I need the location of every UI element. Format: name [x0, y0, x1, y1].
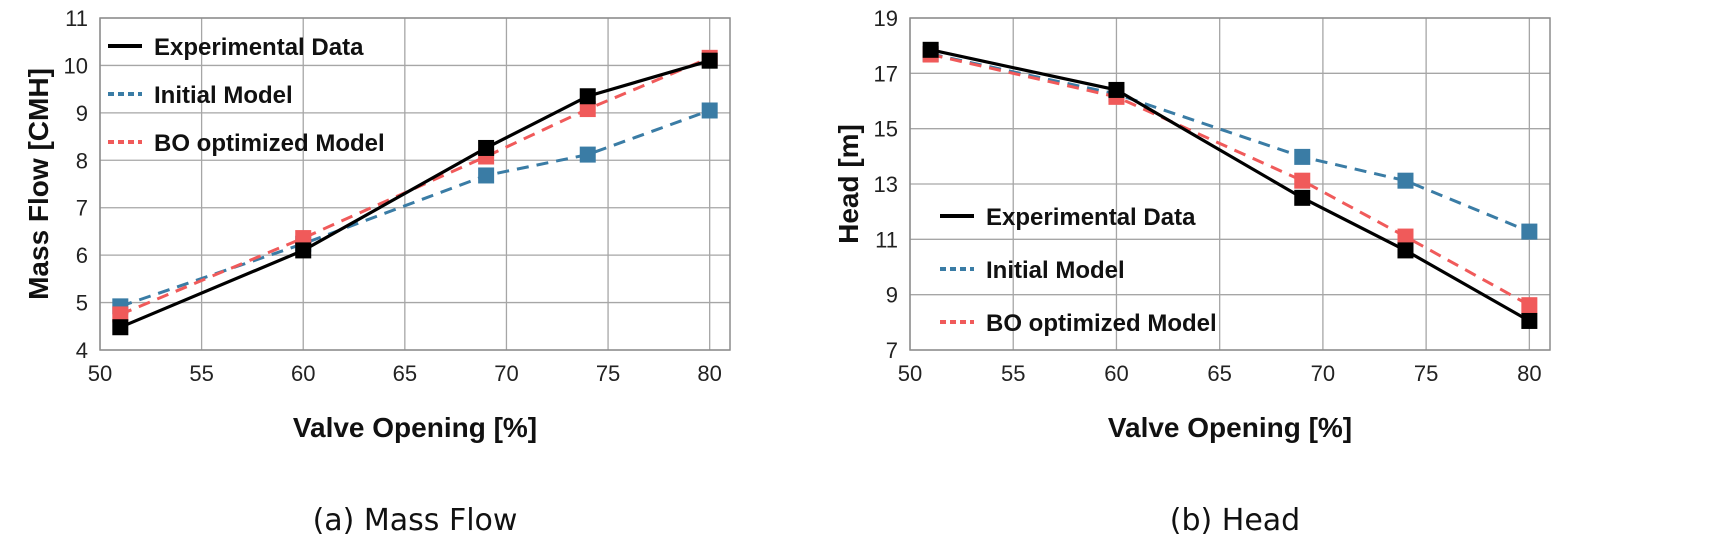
legend-label: BO optimized Model: [154, 130, 385, 157]
y-tick-label: 15: [874, 117, 898, 142]
legend-label: Initial Model: [986, 257, 1125, 284]
y-tick-label: 7: [886, 338, 898, 363]
marker-initial: [701, 102, 718, 119]
marker-initial: [579, 146, 596, 163]
legend-label: Initial Model: [154, 82, 293, 109]
x-tick-label: 80: [1517, 361, 1541, 386]
caption: (b) Head: [1170, 503, 1300, 538]
x-tick-label: 65: [393, 361, 417, 386]
legend-label: Experimental Data: [154, 34, 364, 61]
caption: (a) Mass Flow: [313, 503, 518, 538]
marker-experimental: [922, 41, 939, 58]
marker-experimental: [1521, 312, 1538, 329]
marker-experimental: [1397, 242, 1414, 259]
x-axis-title: Valve Opening [%]: [293, 412, 537, 443]
marker-bo: [295, 230, 312, 247]
legend-label: BO optimized Model: [986, 310, 1217, 337]
marker-initial: [1521, 223, 1538, 240]
marker-experimental: [579, 88, 596, 105]
plot-frame: [99, 17, 731, 351]
y-tick-label: 13: [874, 172, 898, 197]
x-tick-label: 50: [88, 361, 112, 386]
marker-experimental: [701, 52, 718, 69]
marker-experimental: [112, 319, 129, 336]
x-tick-label: 60: [1104, 361, 1128, 386]
y-tick-label: 4: [76, 338, 88, 363]
marker-experimental: [295, 242, 312, 259]
marker-bo: [1294, 172, 1311, 189]
y-tick-label: 6: [76, 243, 88, 268]
x-tick-label: 55: [1001, 361, 1025, 386]
y-tick-label: 8: [76, 148, 88, 173]
y-tick-label: 10: [64, 53, 88, 78]
series-line-bo: [930, 53, 1531, 307]
x-tick-label: 70: [494, 361, 518, 386]
chart-head: 50 55 60 65 70 75 80 7 9 11 13 15 17 19 Valve Opening…: [833, 6, 1551, 538]
marker-experimental: [1108, 81, 1125, 98]
y-tick-label: 19: [874, 6, 898, 31]
marker-initial: [478, 167, 495, 184]
chart-mass-flow: 50 55 60 65 70 75 80 4 5 6 7 8 9 10 11 Valve Opening […: [23, 6, 731, 538]
y-axis-title: Mass Flow [CMH]: [23, 68, 54, 300]
x-tick-label: 75: [1414, 361, 1438, 386]
marker-initial: [1397, 172, 1414, 189]
y-tick-label: 7: [76, 196, 88, 221]
y-tick-label: 5: [76, 291, 88, 316]
x-axis-title: Valve Opening [%]: [1108, 412, 1352, 443]
marker-initial: [1294, 148, 1311, 165]
marker-experimental: [1294, 189, 1311, 206]
plot-frame: [909, 17, 1551, 351]
marker-bo: [1397, 228, 1414, 245]
x-tick-label: 65: [1207, 361, 1231, 386]
x-tick-label: 50: [898, 361, 922, 386]
legend: Experimental Data Initial Model BO optimiz…: [108, 34, 385, 157]
y-tick-label: 17: [874, 61, 898, 86]
x-tick-label: 75: [596, 361, 620, 386]
y-tick-label: 11: [65, 6, 88, 31]
x-tick-label: 80: [697, 361, 721, 386]
x-tick-label: 70: [1311, 361, 1335, 386]
legend: Experimental Data Initial Model BO optimiz…: [940, 204, 1217, 337]
y-tick-label: 11: [875, 227, 898, 252]
marker-experimental: [478, 139, 495, 156]
y-tick-label: 9: [76, 101, 88, 126]
y-tick-label: 9: [886, 283, 898, 308]
marker-bo: [579, 101, 596, 118]
y-axis-title: Head [m]: [833, 124, 864, 244]
marker-bo: [112, 306, 129, 323]
legend-label: Experimental Data: [986, 204, 1196, 231]
x-tick-label: 60: [291, 361, 315, 386]
marker-bo: [1521, 297, 1538, 314]
x-tick-label: 55: [189, 361, 213, 386]
